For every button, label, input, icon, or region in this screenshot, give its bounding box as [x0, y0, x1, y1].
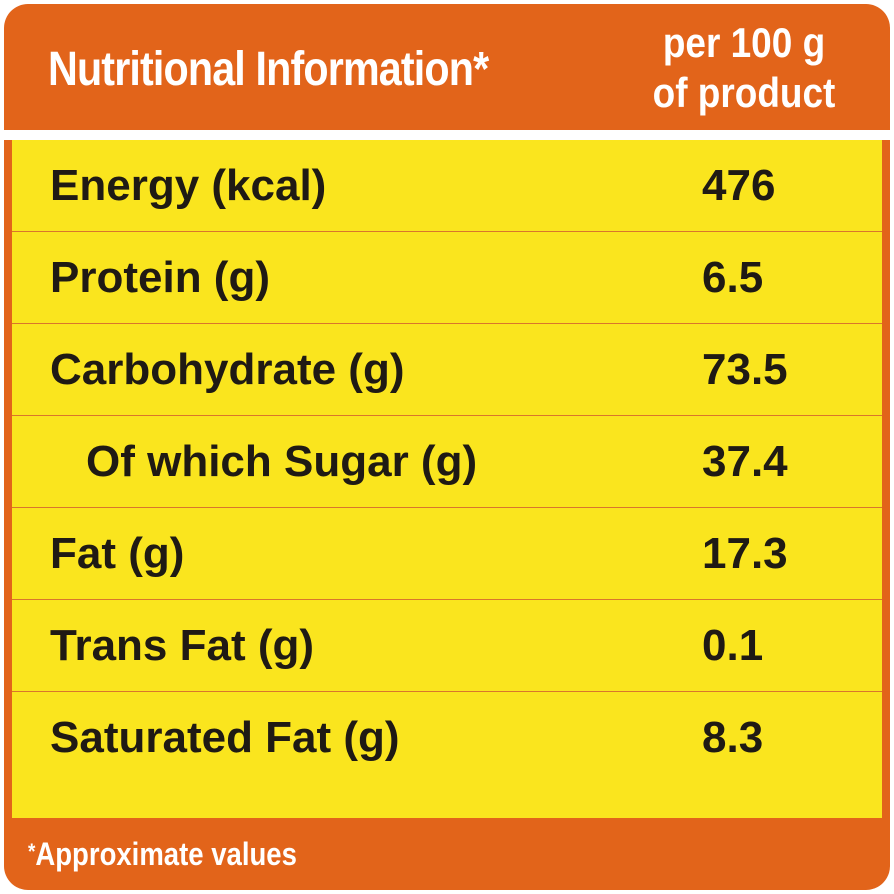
per-quantity-heading: per 100 g of product — [638, 18, 849, 118]
row-label: Carbohydrate (g) — [50, 345, 405, 394]
row-label: Energy (kcal) — [50, 161, 327, 210]
row-label: Trans Fat (g) — [50, 621, 315, 670]
table-row-sugar: Of which Sugar (g) 37.4 — [12, 416, 882, 508]
footnote-text: Approximate values — [35, 836, 297, 872]
nutrition-footer: *Approximate values — [4, 818, 890, 890]
row-value: 37.4 — [702, 437, 788, 486]
nutrition-title: Nutritional Information* — [48, 43, 489, 96]
table-row-fat: Fat (g) 17.3 — [12, 508, 882, 600]
nutrition-table: Energy (kcal) 476 Protein (g) 6.5 Carboh… — [12, 140, 882, 818]
footnote-asterisk: * — [28, 839, 36, 864]
row-value: 6.5 — [702, 253, 764, 302]
row-value: 73.5 — [702, 345, 788, 394]
table-row-trans-fat: Trans Fat (g) 0.1 — [12, 600, 882, 692]
per-quantity-line-2: of product — [652, 69, 836, 116]
row-value: 8.3 — [702, 713, 764, 762]
table-row-saturated-fat: Saturated Fat (g) 8.3 — [12, 692, 882, 784]
per-quantity-line-1: per 100 g — [662, 19, 826, 66]
table-row-protein: Protein (g) 6.5 — [12, 232, 882, 324]
row-label: Of which Sugar (g) — [86, 437, 478, 486]
row-value: 17.3 — [702, 529, 788, 578]
row-label: Saturated Fat (g) — [50, 713, 400, 762]
row-label: Protein (g) — [50, 253, 270, 302]
nutrition-header: Nutritional Information* per 100 g of pr… — [4, 4, 890, 130]
row-value: 476 — [702, 161, 776, 210]
table-row-energy: Energy (kcal) 476 — [12, 140, 882, 232]
row-label: Fat (g) — [50, 529, 185, 578]
header-divider — [4, 130, 890, 140]
footnote: *Approximate values — [28, 832, 297, 876]
row-value: 0.1 — [702, 621, 764, 670]
nutrition-label-panel: Nutritional Information* per 100 g of pr… — [4, 4, 890, 890]
table-row-carbohydrate: Carbohydrate (g) 73.5 — [12, 324, 882, 416]
